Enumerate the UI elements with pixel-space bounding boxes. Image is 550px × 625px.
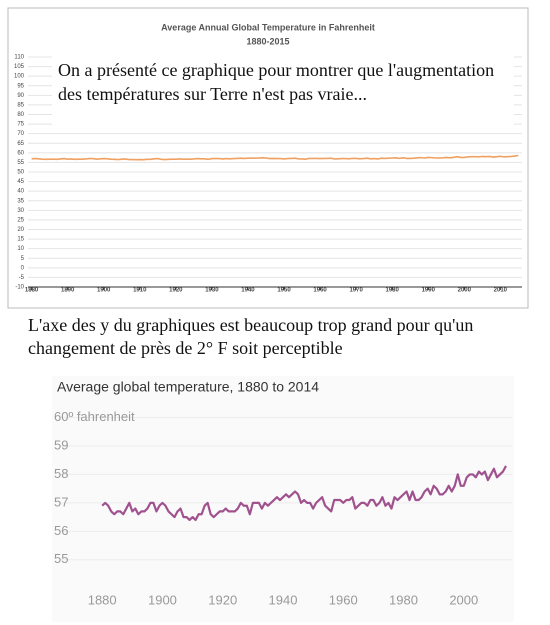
y-tick-label: 5 <box>21 256 25 262</box>
chart-frame <box>52 376 514 622</box>
x-tick-label: 1970 <box>349 288 363 294</box>
y-tick-label: 58 <box>54 466 68 481</box>
y-tick-label: 25 <box>17 217 24 223</box>
x-tick-label: 1940 <box>269 592 298 607</box>
x-tick-label: 1920 <box>169 288 183 294</box>
y-tick-label: 60º fahrenheit <box>54 409 135 424</box>
x-tick-label: 1900 <box>148 592 177 607</box>
y-tick-label: 15 <box>17 237 24 243</box>
x-tick-label: 1980 <box>389 592 418 607</box>
x-tick-label: 1930 <box>205 288 219 294</box>
chart-title: Average global temperature, 1880 to 2014 <box>57 379 319 395</box>
y-tick-label: 75 <box>17 122 24 128</box>
y-tick-label: 50 <box>17 170 24 176</box>
y-tick-label: 110 <box>14 55 24 61</box>
x-tick-label: 1990 <box>422 288 436 294</box>
x-tick-label: 1880 <box>25 288 39 294</box>
data-line <box>31 154 519 161</box>
chart-subtitle: 1880-2015 <box>246 36 289 46</box>
y-tick-label: -5 <box>19 275 25 281</box>
y-tick-label: 80 <box>17 112 24 118</box>
x-tick-label: 1950 <box>277 288 291 294</box>
y-tick-label: 55 <box>17 160 24 166</box>
y-tick-label: 70 <box>17 131 24 137</box>
y-tick-label: 90 <box>17 93 24 99</box>
x-tick-label: 1910 <box>133 288 147 294</box>
x-tick-label: 1980 <box>386 288 400 294</box>
caption: L'axe des y du graphiques est beaucoup t… <box>28 315 474 358</box>
x-tick-label: 2010 <box>494 288 508 294</box>
y-tick-label: 45 <box>17 179 24 185</box>
y-tick-label: 100 <box>14 74 25 80</box>
y-tick-label: 10 <box>17 246 24 252</box>
chart-title: Average Annual Global Temperature in Fah… <box>161 22 375 32</box>
y-tick-label: 57 <box>54 494 68 509</box>
x-tick-label: 1960 <box>329 592 358 607</box>
y-tick-label: 20 <box>17 227 24 233</box>
y-tick-label: 30 <box>17 208 24 214</box>
y-tick-label: 60 <box>17 150 24 156</box>
y-tick-label: -10 <box>15 285 24 291</box>
x-tick-label: 1960 <box>313 288 327 294</box>
y-tick-label: 56 <box>54 523 68 538</box>
y-tick-label: 65 <box>17 141 24 147</box>
x-tick-label: 2000 <box>449 592 478 607</box>
y-tick-label: 105 <box>14 64 25 70</box>
x-tick-label: 1880 <box>88 592 117 607</box>
x-tick-label: 1900 <box>97 288 111 294</box>
y-tick-label: 35 <box>17 198 24 204</box>
y-tick-label: 0 <box>21 265 25 271</box>
data-line <box>101 465 507 522</box>
x-tick-label: 1920 <box>208 592 237 607</box>
y-tick-label: 85 <box>17 102 24 108</box>
y-tick-label: 95 <box>17 83 24 89</box>
x-tick-label: 2000 <box>458 288 472 294</box>
annotation: On a présenté ce graphique pour montrer … <box>52 56 514 130</box>
x-tick-label: 1890 <box>61 288 75 294</box>
y-tick-label: 55 <box>54 551 68 566</box>
y-tick-label: 59 <box>54 437 68 452</box>
y-tick-label: 40 <box>17 189 24 195</box>
x-tick-label: 1940 <box>241 288 255 294</box>
